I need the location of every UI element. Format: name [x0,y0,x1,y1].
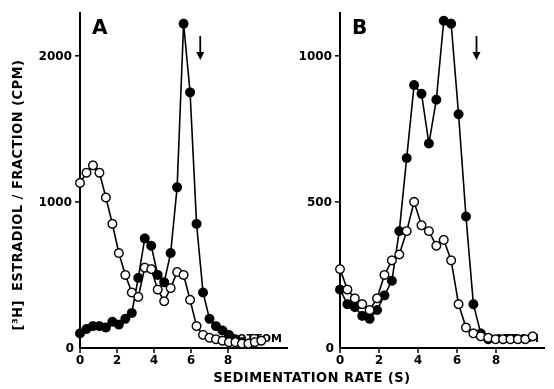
data-point-open [349,293,360,304]
data-point-filled [100,322,111,333]
arrow-head [196,52,205,60]
data-point-open [446,255,457,266]
data-point-open [146,264,157,275]
data-point-open [191,321,202,332]
data-point-open [94,167,105,178]
x-axis-title: SEDIMENTATION RATE (S) [213,371,410,386]
data-point-open [185,294,196,305]
data-point-open [178,269,189,280]
data-point-open [527,331,538,342]
data-point-filled [468,299,479,310]
data-point-open [256,335,267,346]
data-point-filled [423,138,434,149]
data-point-open [100,192,111,203]
data-point-filled [409,80,420,91]
data-point-filled [172,182,183,193]
data-point-filled [165,248,176,259]
data-point-open [165,283,176,294]
x-tick-label: 0 [336,353,344,367]
data-point-open [394,249,405,260]
data-point-filled [453,109,464,120]
x-tick-label: 2 [113,353,121,367]
x-tick-label: 6 [187,353,195,367]
data-point-open [431,240,442,251]
x-tick-label: 8 [492,353,500,367]
x-tick-label: 4 [414,353,422,367]
data-point-filled [198,287,209,298]
data-point-open [453,299,464,310]
x-tick-label: 2 [375,353,383,367]
data-point-open [409,196,420,207]
series-line-filled [339,19,489,340]
data-point-filled [386,275,397,286]
data-point-filled [113,319,124,330]
panel-a: A02468010002000BOTTOM [39,12,288,367]
data-point-filled [446,18,457,29]
data-point-open [423,226,434,237]
data-point-filled [159,277,170,288]
data-point-filled [146,240,157,251]
data-point-filled [126,307,137,318]
data-point-filled [185,87,196,98]
data-point-open [120,269,131,280]
x-tick-label: 0 [76,353,84,367]
data-point-open [364,305,375,316]
data-point-open [342,284,353,295]
x-tick-label: 8 [224,353,232,367]
data-point-open [460,322,471,333]
data-point-filled [401,153,412,164]
series-line-filled [79,23,249,345]
data-point-open [74,177,85,188]
arrow-head [472,52,481,60]
y-axis-title: [³H] ESTRADIOL / FRACTION (CPM) [11,60,26,331]
data-point-filled [120,313,131,324]
data-point-filled [204,313,215,324]
data-point-filled [139,233,150,244]
data-point-filled [191,218,202,229]
data-point-open [401,226,412,237]
x-tick-label: 6 [453,353,461,367]
data-point-open [335,264,346,275]
data-point-open [152,284,163,295]
data-point-open [379,269,390,280]
data-point-open [133,291,144,302]
data-point-open [81,167,92,178]
panel-b: B0246805001000BOTTOM [299,12,545,367]
data-point-open [87,160,98,171]
data-point-open [107,218,118,229]
data-point-filled [431,94,442,105]
data-point-open [113,248,124,259]
data-point-open [416,220,427,231]
data-point-open [357,299,368,310]
data-point-filled [460,211,471,222]
data-point-filled [178,18,189,29]
data-point-open [438,234,449,245]
data-point-filled [364,313,375,324]
y-tick-label: 1000 [299,49,332,63]
y-tick-label: 0 [66,341,74,355]
y-tick-label: 500 [307,195,332,209]
y-tick-label: 0 [326,341,334,355]
y-tick-label: 1000 [39,195,72,209]
data-point-open [372,293,383,304]
x-tick-label: 4 [150,353,158,367]
y-tick-label: 2000 [39,49,72,63]
data-point-filled [416,88,427,99]
data-point-open [159,296,170,307]
panel-letter: A [92,15,108,39]
panel-letter: B [352,15,367,39]
data-point-open [386,255,397,266]
